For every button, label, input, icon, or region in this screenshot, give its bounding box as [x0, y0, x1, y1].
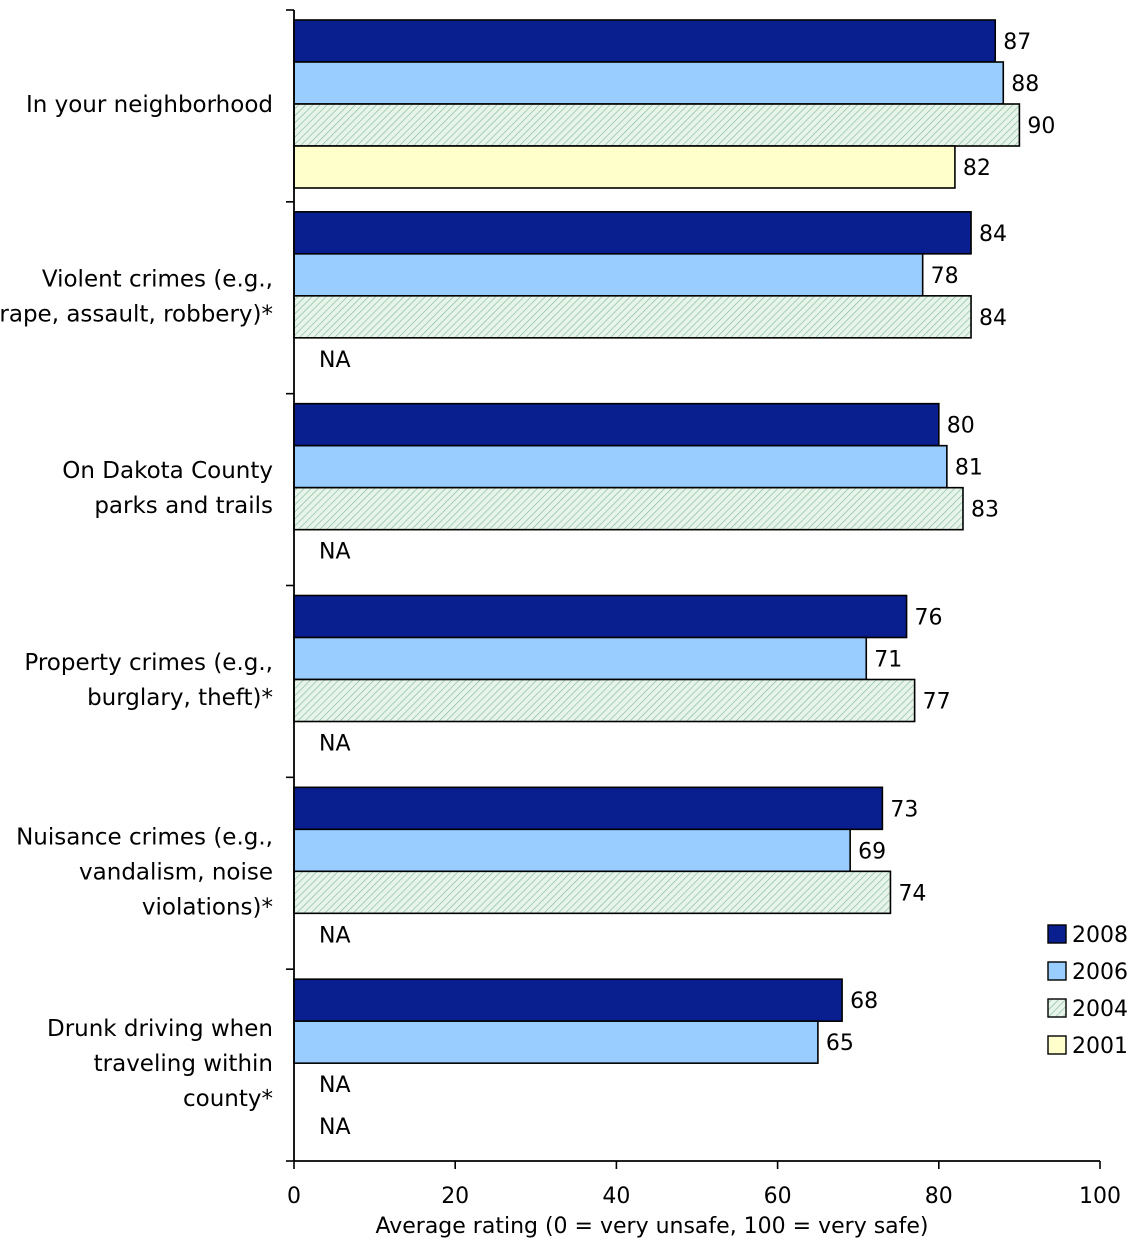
x-tick-label: 0 [287, 1184, 301, 1209]
category-label: Property crimes (e.g., [24, 650, 273, 676]
value-label-2004-3: 77 [923, 690, 951, 715]
value-label-2006-1: 78 [931, 264, 959, 289]
bar-2004-2 [293, 486, 964, 531]
category-label: Violent crimes (e.g., [42, 266, 273, 292]
category-label: parks and trails [94, 493, 273, 519]
category-label: Drunk driving when [47, 1016, 273, 1042]
category-label: On Dakota County [62, 458, 273, 484]
bar-2006-5 [293, 1020, 819, 1064]
bar-2006-2 [293, 444, 948, 489]
x-tick-label: 40 [602, 1184, 630, 1209]
value-label-2006-0: 88 [1011, 72, 1039, 97]
legend-label-2004: 2004 [1072, 997, 1128, 1022]
legend-label-2008: 2008 [1072, 923, 1128, 948]
bar-2008-5 [293, 978, 843, 1022]
legend-swatch-2001 [1047, 1035, 1067, 1055]
category-label: Nuisance crimes (e.g., [16, 824, 273, 850]
x-tick-label: 60 [764, 1184, 792, 1209]
bar-2001-0 [293, 145, 956, 189]
bar-2004-4 [293, 870, 892, 915]
bar-2008-1 [293, 211, 972, 255]
bar-2008-4 [293, 786, 884, 831]
legend-swatch-2004 [1047, 998, 1067, 1018]
value-label-2004-0: 90 [1027, 114, 1055, 139]
bar-2006-3 [293, 636, 868, 681]
value-label-2008-1: 84 [979, 222, 1007, 247]
na-label-2001-4: NA [319, 923, 351, 948]
x-tick-label: 100 [1079, 1184, 1121, 1209]
bar-2006-4 [293, 828, 851, 873]
category-label: county* [183, 1086, 273, 1112]
value-label-2004-2: 83 [971, 498, 999, 523]
value-label-2008-0: 87 [1003, 30, 1031, 55]
value-label-2004-4: 74 [898, 881, 926, 906]
value-label-2008-3: 76 [915, 606, 943, 631]
na-label-2001-5: NA [319, 1115, 351, 1140]
bar-2004-3 [293, 678, 916, 723]
na-label-2001-2: NA [319, 540, 351, 565]
category-label: rape, assault, robbery)* [0, 301, 273, 327]
category-label: vandalism, noise [79, 859, 273, 885]
x-tick-label: 20 [441, 1184, 469, 1209]
category-label: In your neighborhood [26, 92, 273, 118]
x-tick-label: 80 [925, 1184, 953, 1209]
legend: 2008 2006 2004 2001 [1047, 923, 1128, 1059]
legend-label-2001: 2001 [1072, 1034, 1128, 1059]
category-label: traveling within [94, 1051, 273, 1077]
na-label-2001-3: NA [319, 732, 351, 757]
na-label-2004-5: NA [319, 1073, 351, 1098]
value-label-2004-1: 84 [979, 306, 1007, 331]
axes: 0 20 40 60 80 100 Average rating (0 = very uns… [286, 9, 1121, 1239]
legend-swatch-2006 [1047, 961, 1067, 981]
category-label: violations)* [142, 894, 273, 920]
bar-2008-0 [293, 19, 997, 63]
value-label-2008-4: 73 [890, 797, 918, 822]
category-labels: In your neighborhood Violent crimes (e.g.… [0, 92, 273, 1112]
value-label-2006-4: 69 [858, 839, 886, 864]
legend-swatch-2008 [1047, 924, 1067, 944]
na-label-2001-1: NA [319, 348, 351, 373]
bar-2004-0 [293, 103, 1021, 147]
value-label-2001-0: 82 [963, 156, 991, 181]
bars-layer [293, 19, 1021, 1064]
value-label-2006-2: 81 [955, 456, 983, 481]
bar-2006-0 [293, 61, 1005, 105]
bar-2006-1 [293, 253, 924, 297]
value-label-2008-5: 68 [850, 989, 878, 1014]
legend-label-2006: 2006 [1072, 960, 1128, 985]
value-label-2006-3: 71 [874, 648, 902, 673]
value-label-2008-2: 80 [947, 414, 975, 439]
value-label-2006-5: 65 [826, 1031, 854, 1056]
x-axis-title: Average rating (0 = very unsafe, 100 = v… [375, 1214, 928, 1239]
bar-2004-1 [293, 295, 972, 339]
bar-2008-2 [293, 402, 940, 447]
category-label: burglary, theft)* [87, 685, 273, 711]
bar-2008-3 [293, 594, 908, 639]
